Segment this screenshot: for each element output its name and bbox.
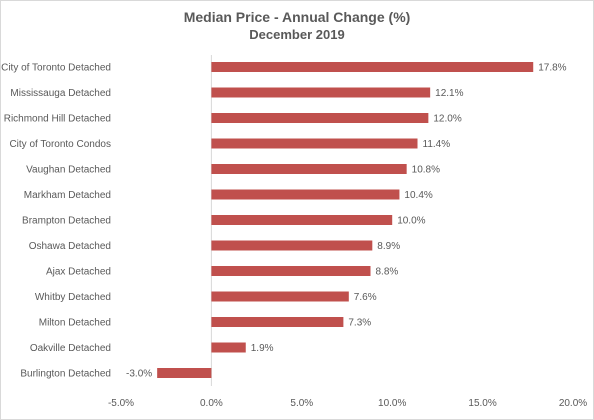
bar: [211, 189, 400, 200]
category-label: Milton Detached: [39, 318, 111, 329]
bar: [211, 266, 371, 276]
category-label: Burlington Detached: [20, 369, 111, 380]
bar: [211, 87, 431, 98]
category-label: Whitby Detached: [35, 292, 111, 303]
x-tick-label: 0.0%: [200, 398, 223, 409]
category-label: City of Toronto Detached: [1, 63, 111, 74]
bar: [211, 62, 534, 72]
data-label: 8.8%: [376, 267, 399, 278]
bar: [157, 368, 212, 378]
category-label: Mississauga Detached: [10, 88, 111, 99]
bar: [211, 342, 246, 353]
category-label: Oshawa Detached: [29, 241, 111, 252]
chart-subtitle: December 2019: [249, 27, 345, 42]
bar: [211, 240, 373, 251]
x-tick-label: 15.0%: [468, 398, 496, 409]
data-label: 1.9%: [251, 343, 274, 354]
data-label: 11.4%: [423, 139, 451, 150]
data-label: 7.3%: [348, 318, 371, 329]
category-label: Oakville Detached: [30, 343, 111, 354]
category-label: Brampton Detached: [22, 216, 111, 227]
data-label: -3.0%: [126, 369, 152, 380]
x-tick-label: -5.0%: [108, 398, 134, 409]
bar: [211, 113, 429, 123]
bar: [211, 317, 344, 327]
category-label: Vaughan Detached: [26, 165, 111, 176]
chart-title: Median Price - Annual Change (%): [183, 9, 411, 25]
bar: [211, 138, 418, 149]
data-label: 17.8%: [538, 63, 566, 74]
bar: [211, 291, 349, 302]
bar: [211, 215, 393, 225]
category-label: Richmond Hill Detached: [4, 114, 111, 125]
data-label: 10.4%: [404, 190, 432, 201]
category-label: City of Toronto Condos: [9, 139, 111, 150]
category-label: Markham Detached: [24, 190, 111, 201]
data-label: 12.1%: [435, 88, 463, 99]
bar: [211, 164, 407, 174]
data-label: 8.9%: [377, 241, 400, 252]
x-tick-label: 5.0%: [290, 398, 313, 409]
data-label: 10.8%: [412, 165, 440, 176]
data-label: 12.0%: [433, 114, 461, 125]
x-tick-label: 20.0%: [559, 398, 587, 409]
data-label: 10.0%: [397, 216, 425, 227]
data-label: 7.6%: [354, 292, 377, 303]
category-label: Ajax Detached: [46, 267, 111, 278]
x-tick-label: 10.0%: [378, 398, 406, 409]
